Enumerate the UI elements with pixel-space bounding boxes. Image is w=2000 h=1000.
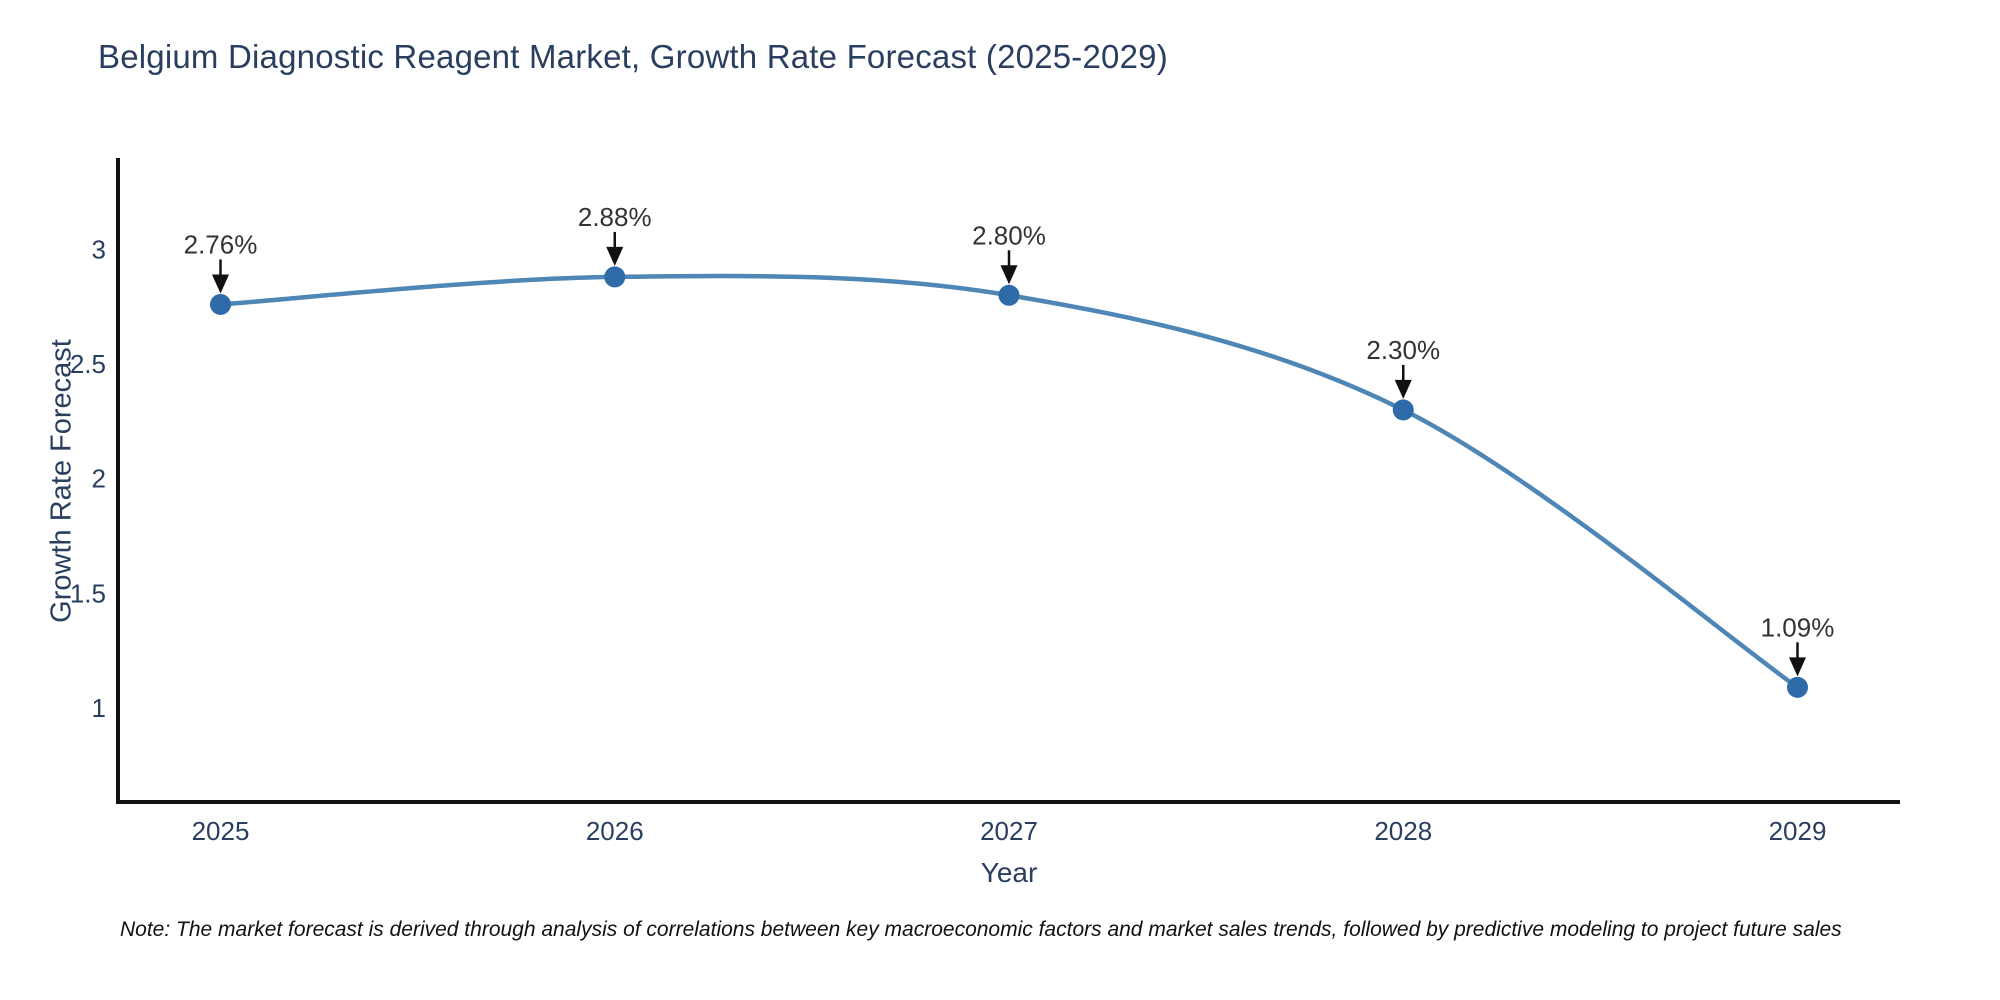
data-point-marker <box>1786 676 1808 698</box>
line-series-path <box>218 273 1800 690</box>
x-tick-label: 2029 <box>1769 816 1827 846</box>
footnote: Note: The market forecast is derived thr… <box>120 918 1842 941</box>
annotation-arrowhead <box>1000 265 1018 285</box>
point-label: 2.88% <box>578 202 652 232</box>
y-tick-label: 1.5 <box>70 578 106 608</box>
point-label: 1.09% <box>1761 612 1835 642</box>
x-tick-label: 2027 <box>980 816 1038 846</box>
chart-title: Belgium Diagnostic Reagent Market, Growt… <box>98 38 1168 75</box>
data-point-marker <box>998 284 1020 306</box>
data-point-marker <box>604 266 626 288</box>
y-tick-label: 3 <box>92 234 106 264</box>
data-point-marker <box>1392 399 1414 421</box>
annotation-arrowhead <box>212 274 230 294</box>
point-label: 2.30% <box>1366 335 1440 365</box>
y-tick-label: 2.5 <box>70 349 106 379</box>
y-axis-title: Growth Rate Forecast <box>45 339 78 623</box>
y-tick-label: 1 <box>92 693 106 723</box>
x-tick-label: 2028 <box>1374 816 1432 846</box>
point-label: 2.80% <box>972 220 1046 250</box>
x-axis-title: Year <box>980 857 1038 888</box>
point-label: 2.76% <box>184 229 258 259</box>
data-point-marker <box>210 293 232 315</box>
annotation-arrowhead <box>1394 379 1412 399</box>
annotation-arrowhead <box>606 246 624 266</box>
y-tick-label: 2 <box>92 464 106 494</box>
x-tick-label: 2025 <box>192 816 250 846</box>
x-tick-label: 2026 <box>586 816 644 846</box>
annotation-arrowhead <box>1788 657 1806 677</box>
